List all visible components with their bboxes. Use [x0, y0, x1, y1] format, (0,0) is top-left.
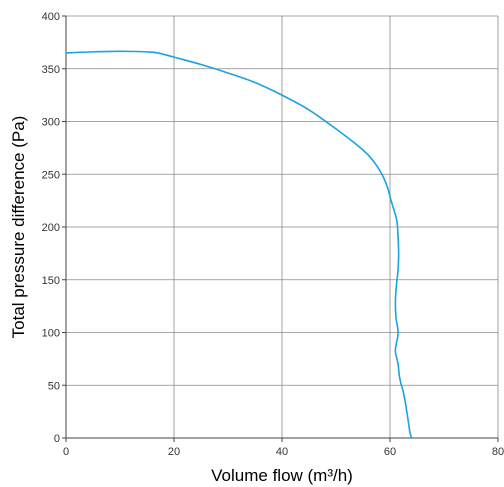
series-line	[65, 50, 413, 439]
x-tick-labels: 0 20 40 60 80	[63, 438, 504, 458]
y-tick-label: 150	[42, 275, 60, 287]
series-group	[65, 50, 413, 439]
y-tick-label: 350	[42, 64, 60, 76]
x-tick-label: 0	[63, 446, 69, 458]
x-tick-label: 20	[168, 446, 180, 458]
x-tick-label: 40	[276, 446, 288, 458]
x-tick-label: 80	[492, 446, 504, 458]
y-tick-label: 250	[42, 169, 60, 181]
y-tick-label: 200	[42, 222, 60, 234]
y-axis-label: Total pressure difference (Pa)	[9, 116, 28, 339]
y-tick-label: 0	[54, 433, 60, 445]
grid-lines	[66, 15, 499, 438]
y-tick-label: 50	[48, 380, 60, 392]
x-tick-label: 60	[384, 446, 396, 458]
y-tick-label: 300	[42, 117, 60, 129]
y-tick-labels: 0 50 100 150 200 250 300 350 400	[42, 11, 66, 445]
y-tick-label: 400	[42, 11, 60, 23]
y-tick-label: 100	[42, 328, 60, 340]
x-axis-label: Volume flow (m³/h)	[211, 466, 353, 485]
